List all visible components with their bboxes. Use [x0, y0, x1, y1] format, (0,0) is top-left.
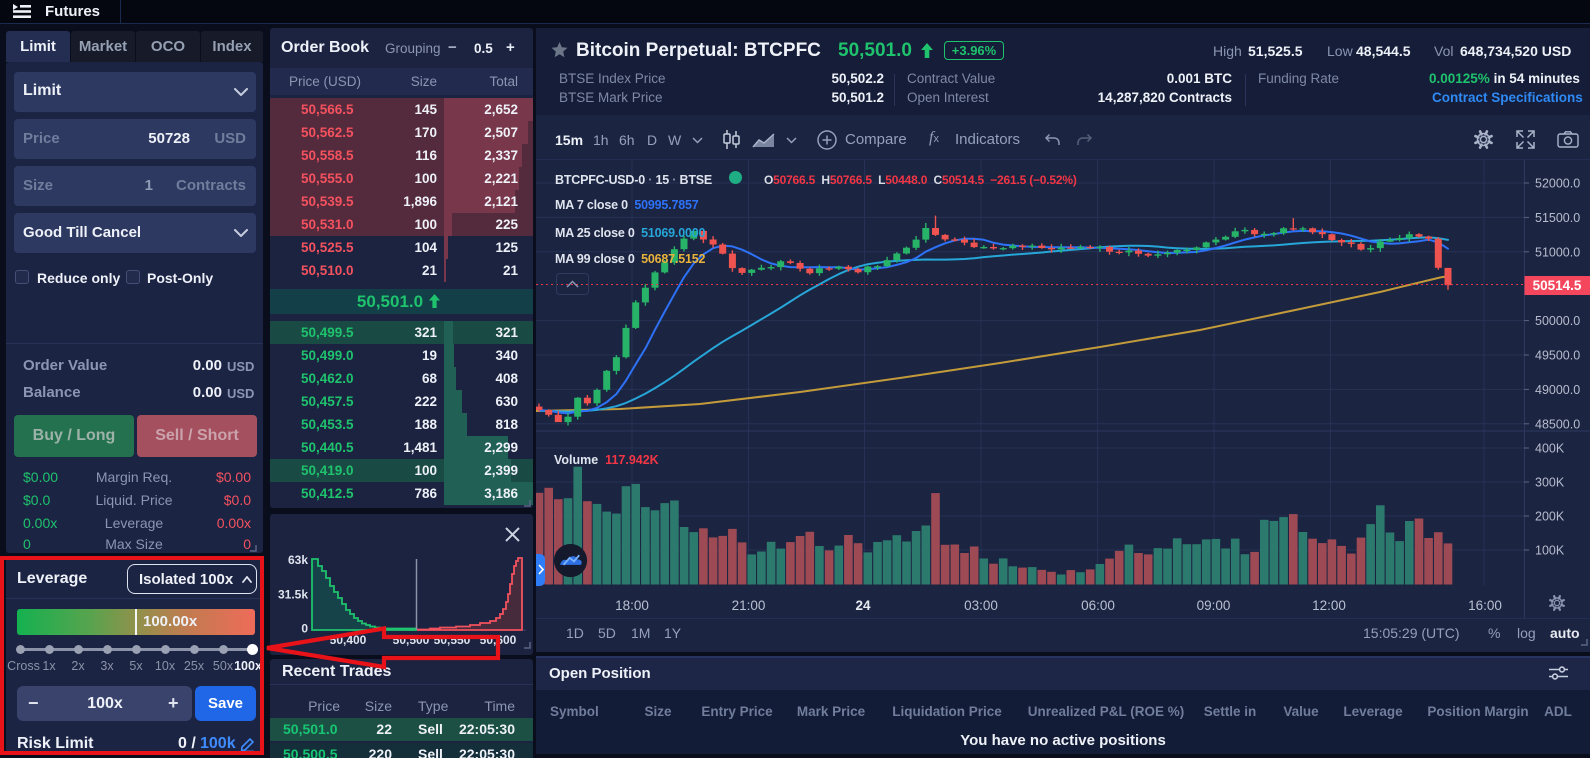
svg-text:51000.0: 51000.0	[1535, 245, 1580, 259]
svg-text:52000.0: 52000.0	[1535, 177, 1580, 191]
svg-text:31.5k: 31.5k	[278, 588, 308, 602]
svg-text:50000.0: 50000.0	[1535, 314, 1580, 328]
svg-text:06:00: 06:00	[1081, 598, 1115, 613]
svg-text:12:00: 12:00	[1312, 598, 1346, 613]
svg-text:18:00: 18:00	[615, 598, 649, 613]
svg-text:49000.0: 49000.0	[1535, 383, 1580, 397]
svg-text:50514.5: 50514.5	[1533, 278, 1582, 293]
svg-text:03:00: 03:00	[964, 598, 998, 613]
svg-text:0: 0	[301, 622, 308, 636]
svg-text:51500.0: 51500.0	[1535, 211, 1580, 225]
svg-text:49500.0: 49500.0	[1535, 349, 1580, 363]
svg-text:200K: 200K	[1535, 510, 1565, 524]
svg-text:16:00: 16:00	[1468, 598, 1502, 613]
svg-text:100K: 100K	[1535, 544, 1565, 558]
svg-text:09:00: 09:00	[1197, 598, 1231, 613]
svg-text:400K: 400K	[1535, 442, 1565, 456]
svg-text:63k: 63k	[288, 553, 308, 567]
svg-text:48500.0: 48500.0	[1535, 417, 1580, 431]
svg-text:300K: 300K	[1535, 476, 1565, 490]
svg-text:21:00: 21:00	[732, 598, 766, 613]
svg-text:24: 24	[855, 598, 871, 613]
